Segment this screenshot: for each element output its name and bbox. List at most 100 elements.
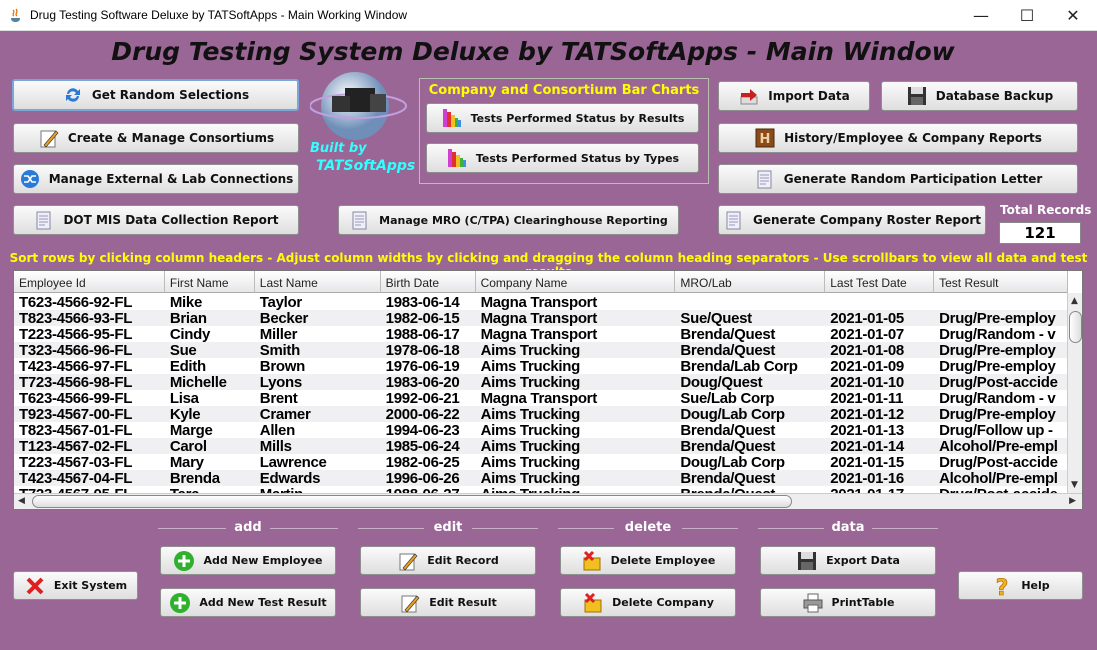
table-cell: 2021-01-16 (830, 470, 904, 486)
table-cell: Lisa (169, 390, 199, 406)
scroll-right-arrow[interactable]: ▶ (1069, 496, 1076, 506)
scroll-down-arrow[interactable]: ▼ (1071, 480, 1078, 490)
table-cell: T123-4567-02-FL (19, 438, 133, 454)
table-cell: 2021-01-08 (830, 342, 904, 358)
table-row[interactable]: T723-4567-05-FLTaraMartin1988-06-27Aims … (14, 486, 1068, 494)
button-label: Delete Company (612, 596, 714, 609)
employee-table[interactable]: Employee Id First Name Last Name Birth Date… (13, 270, 1083, 510)
section-delete-label: delete (624, 520, 672, 535)
tests-by-types-button[interactable]: Tests Performed Status by Types (426, 143, 699, 173)
table-row[interactable]: T223-4566-95-FL Cindy Miller 1988-06-17 Magn… (14, 326, 1068, 342)
minimize-button[interactable]: — (973, 6, 989, 25)
manage-mro-clearinghouse-button[interactable]: Manage MRO (C/TPA) Clearinghouse Reporti… (338, 205, 679, 235)
table-row[interactable]: T923-4567-00-FL Kyle Cramer 2000-06-22 Aims … (14, 406, 1068, 422)
scroll-up-arrow[interactable]: ▲ (1071, 296, 1078, 306)
tests-by-results-button[interactable]: Tests Performed Status by Results (426, 103, 699, 133)
table-row[interactable]: T623-4566-92-FL Mike Taylor 1983-06-14 Magna… (14, 294, 1068, 310)
table-cell: Brenda/Quest (680, 470, 776, 486)
horizontal-scrollbar[interactable]: ◀ ▶ (14, 493, 1082, 509)
table-row[interactable]: T823-4566-93-FL Brian Becker 1982-06-15 Magn… (14, 310, 1068, 326)
table-cell: Alcohol/Pre-empl (939, 470, 1058, 486)
table-row[interactable]: T223-4567-03-FL Mary Lawrence 1982-06-25 Aim… (14, 454, 1068, 470)
get-random-selections-button[interactable]: Get Random Selections (12, 79, 299, 111)
section-data: data (758, 520, 938, 535)
bar-charts-group: Company and Consortium Bar Charts (419, 78, 709, 184)
database-backup-button[interactable]: Database Backup (881, 81, 1078, 111)
table-row[interactable]: T423-4566-97-FL Edith Brown 1976-06-19 Aims … (14, 358, 1068, 374)
exit-system-button[interactable]: Exit System (13, 571, 138, 600)
table-row[interactable]: T123-4567-02-FL Carol Mills 1985-06-24 Aims … (14, 438, 1068, 454)
table-cell: Drug/Pre-employ (939, 310, 1056, 326)
table-cell: Brown (259, 358, 305, 374)
participation-letter-button[interactable]: Generate Random Participation Letter (718, 164, 1078, 194)
table-row[interactable]: T823-4567-01-FL Marge Allen 1994-06-23 Aims … (14, 422, 1068, 438)
svg-text:H: H (760, 132, 771, 147)
delete-box-icon (583, 550, 601, 570)
table-cell: Brenda/Lab Corp (680, 358, 798, 374)
edit-record-button[interactable]: Edit Record (360, 546, 536, 575)
table-cell: Aims Trucking (480, 470, 581, 486)
table-row[interactable]: T423-4567-04-FL Brenda Edwards 1996-06-26 Ai… (14, 470, 1068, 486)
column-header[interactable]: Birth Date (381, 271, 476, 293)
column-header[interactable]: MRO/Lab (675, 271, 826, 293)
company-roster-button[interactable]: Generate Company Roster Report (718, 205, 986, 235)
column-header[interactable]: Last Name (255, 271, 381, 293)
close-button[interactable]: ✕ (1066, 6, 1080, 25)
table-cell: Lyons (259, 374, 302, 390)
table-cell: Sue (169, 342, 197, 358)
table-cell: Aims Trucking (480, 406, 581, 422)
add-new-employee-button[interactable]: Add New Employee (160, 546, 336, 575)
table-cell: Lawrence (259, 454, 327, 470)
bar-charts-label: Company and Consortium Bar Charts (428, 83, 700, 98)
horizontal-scroll-thumb[interactable] (32, 495, 792, 508)
button-label: Manage External & Lab Connections (48, 172, 294, 186)
print-table-button[interactable]: PrintTable (760, 588, 936, 617)
table-cell: Brenda/Quest (680, 422, 776, 438)
button-label: Tests Performed Status by Types (475, 151, 680, 165)
table-row[interactable]: T723-4566-98-FL Michelle Lyons 1983-06-20 Ai… (14, 374, 1068, 390)
printer-icon (803, 593, 823, 612)
java-app-icon (11, 8, 20, 22)
table-cell: Edwards (259, 470, 321, 486)
column-header[interactable]: Test Result (934, 271, 1068, 293)
help-button[interactable]: ? Help (958, 571, 1083, 600)
button-label: DOT MIS Data Collection Report (63, 213, 279, 227)
column-header[interactable]: Last Test Date (825, 271, 935, 293)
table-cell: 1983-06-20 (385, 374, 460, 390)
table-cell: Edith (169, 358, 206, 374)
window-title: Drug Testing Software Deluxe by TATSoftA… (30, 8, 408, 22)
button-label: Add New Employee (203, 554, 323, 567)
table-cell: T223-4566-95-FL (19, 326, 133, 342)
column-header[interactable]: Company Name (476, 271, 676, 293)
export-data-button[interactable]: Export Data (760, 546, 936, 575)
delete-employee-button[interactable]: Delete Employee (560, 546, 736, 575)
add-new-test-result-button[interactable]: Add New Test Result (160, 588, 336, 617)
table-cell: Brenda/Quest (680, 326, 776, 342)
delete-company-button[interactable]: Delete Company (560, 588, 736, 617)
history-reports-button[interactable]: H History/Employee & Company Reports (718, 123, 1078, 153)
vertical-scroll-thumb[interactable] (1069, 311, 1082, 343)
table-cell: Drug/Random - v (939, 390, 1056, 406)
dot-mis-report-button[interactable]: DOT MIS Data Collection Report (13, 205, 299, 235)
table-cell: Cramer (259, 406, 311, 422)
edit-result-button[interactable]: Edit Result (360, 588, 536, 617)
manage-external-lab-connections-button[interactable]: Manage External & Lab Connections (13, 164, 299, 194)
table-cell: T423-4566-97-FL (19, 358, 133, 374)
button-label: Manage MRO (C/TPA) Clearinghouse Reporti… (379, 213, 668, 227)
table-cell: Brenda/Quest (680, 438, 776, 454)
table-cell: T823-4566-93-FL (19, 310, 133, 326)
section-add: add (158, 520, 338, 535)
import-data-button[interactable]: Import Data (718, 81, 870, 111)
table-cell: Magna Transport (480, 310, 598, 326)
import-arrow-icon (740, 89, 758, 105)
column-header[interactable]: Employee Id (14, 271, 165, 293)
scroll-left-arrow[interactable]: ◀ (18, 496, 25, 506)
table-cell: Drug/Random - v (939, 326, 1056, 342)
table-row[interactable]: T623-4566-99-FL Lisa Brent 1992-06-21 Magna … (14, 390, 1068, 406)
maximize-button[interactable]: ☐ (1019, 6, 1035, 25)
table-row[interactable]: T323-4566-96-FL Sue Smith 1978-06-18 Aims Tr… (14, 342, 1068, 358)
vertical-scrollbar[interactable]: ▲ ▼ (1067, 293, 1082, 493)
table-cell: Smith (259, 342, 300, 358)
column-header[interactable]: First Name (165, 271, 255, 293)
create-manage-consortiums-button[interactable]: Create & Manage Consortiums (13, 123, 299, 153)
